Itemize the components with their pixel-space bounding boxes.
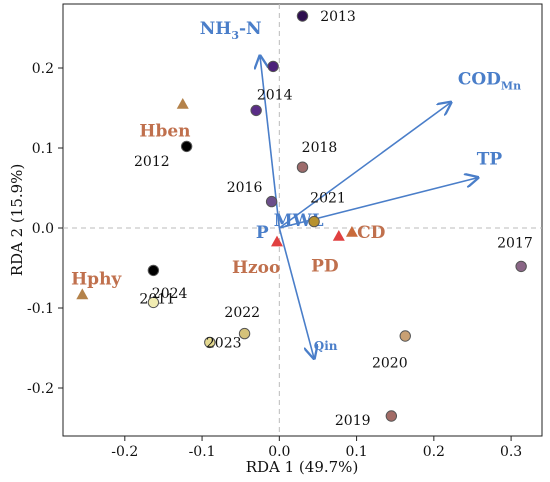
site-label-2014: 2014	[257, 87, 293, 103]
site-point-2013	[296, 10, 309, 22]
vector-label-nh3-n: NH3-N	[200, 19, 262, 42]
y-tick-label: 0.0	[32, 221, 54, 237]
site-point-2016	[265, 195, 278, 208]
site-point-2023	[204, 336, 216, 349]
response-label-cd: CD	[357, 223, 386, 243]
response-marker-cd	[345, 226, 358, 237]
site-label-2016: 2016	[227, 180, 263, 196]
response-label-hphy: Hphy	[71, 269, 122, 289]
y-axis-title: RDA 2 (15.9%)	[8, 164, 26, 277]
response-marker-pd	[332, 230, 345, 241]
vector-label-codmn: CODMn	[458, 69, 521, 92]
vector-label-p: P	[256, 223, 269, 243]
response-label-hzoo: Hzoo	[232, 258, 280, 278]
site-point-2018	[296, 161, 309, 173]
site-label-2022: 2022	[224, 305, 260, 321]
site-point-2021	[308, 215, 320, 228]
x-tick-label: -0.2	[111, 444, 138, 460]
site-label-2013: 2013	[320, 9, 356, 25]
site-point-2011	[147, 264, 160, 277]
site-label-2020: 2020	[372, 355, 408, 371]
response-marker-hphy	[76, 288, 89, 300]
site-point-2012	[180, 140, 193, 153]
site-point-2020	[399, 330, 411, 342]
site-label-2017: 2017	[497, 235, 533, 251]
y-tick-label: -0.1	[27, 301, 54, 317]
y-tick-label: 0.1	[32, 141, 54, 157]
plot-frame	[62, 3, 543, 437]
zero-lines	[63, 4, 542, 436]
response-label-hben: Hben	[139, 121, 190, 141]
response-label-pd: PD	[311, 257, 339, 277]
site-point-2017	[515, 260, 527, 273]
x-tick-label: 0.3	[500, 444, 522, 460]
site-label-2019: 2019	[335, 413, 371, 429]
vector-label-tp: TP	[477, 149, 503, 169]
response-variables: Hben Hphy Hzoo PD CD	[71, 98, 386, 300]
year-sites: 2011201220132014201620172018201920202021…	[134, 9, 533, 429]
site-label-2012: 2012	[134, 154, 170, 170]
axis-ticks: -0.2 -0.1 0.0 0.1 0.2 0.3 -0.2 -0.1 0.0 0.1 0.2	[27, 61, 522, 460]
vector-label-qin: Qin	[314, 339, 338, 353]
y-tick-label: 0.2	[32, 61, 54, 77]
vector-codmn	[278, 102, 451, 229]
response-marker-hben	[176, 98, 189, 109]
site-point-2024	[147, 296, 160, 309]
x-axis-title: RDA 1 (49.7%)	[246, 458, 359, 476]
site-point-2015	[250, 104, 262, 117]
vector-qin	[278, 227, 314, 358]
x-tick-label: 0.0	[268, 444, 290, 460]
site-label-2024: 2024	[152, 286, 188, 302]
site-label-2018: 2018	[302, 140, 338, 156]
y-tick-label: -0.2	[27, 381, 54, 397]
x-tick-label: 0.2	[423, 444, 445, 460]
site-point-2014	[267, 60, 279, 73]
response-marker-hzoo	[271, 235, 284, 247]
x-tick-label: -0.1	[189, 444, 216, 460]
site-point-2022	[238, 327, 251, 340]
site-label-2021: 2021	[310, 191, 346, 207]
x-tick-label: 0.1	[345, 444, 367, 460]
site-label-2023: 2023	[206, 335, 242, 351]
site-point-2019	[385, 410, 398, 422]
